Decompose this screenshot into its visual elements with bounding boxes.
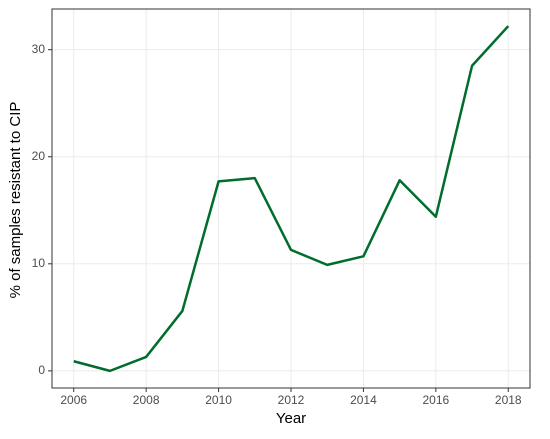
y-tick-label: 20 — [32, 149, 46, 163]
y-tick-label: 10 — [32, 256, 46, 270]
y-tick-label: 30 — [32, 42, 46, 56]
x-tick-label: 2018 — [495, 393, 522, 407]
x-tick-label: 2010 — [205, 393, 232, 407]
x-tick-label: 2008 — [133, 393, 160, 407]
x-tick-label: 2012 — [278, 393, 305, 407]
y-tick-label: 0 — [38, 363, 45, 377]
plot-border — [51, 8, 531, 389]
x-axis-title: Year — [276, 410, 306, 427]
line — [73, 25, 510, 373]
y-axis-title: % of samples resistant to CIP — [7, 102, 24, 299]
x-tick-label: 2006 — [60, 393, 87, 407]
x-tick-label: 2014 — [350, 393, 377, 407]
x-tick-label: 2016 — [422, 393, 449, 407]
